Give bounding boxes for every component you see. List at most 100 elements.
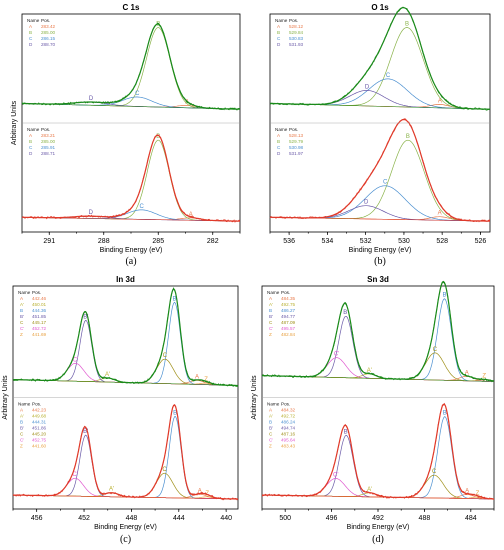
legend-entry-pos: 531.97 (289, 151, 303, 156)
legend-header-pos: Pos. (32, 290, 41, 295)
legend-entry-pos: 528.13 (289, 133, 303, 138)
legend-entry-pos: 494.77 (281, 314, 295, 319)
legend-entry-pos: 486.27 (281, 308, 295, 313)
background-line (12, 494, 239, 500)
x-axis-label: Binding Energy (eV) (100, 247, 163, 254)
x-tick-label: 440 (220, 515, 232, 522)
legend-entry-name: B (20, 308, 23, 313)
legend-entry-name: A (29, 24, 33, 29)
panel-b: O 1s 536 534 532 530 528 526 Binding Energy (eV… (269, 3, 491, 267)
panel-title: In 3d (116, 275, 135, 284)
background-line (21, 103, 241, 110)
peak-label: C (433, 347, 438, 353)
legend-entry-name: C (20, 432, 24, 437)
peak-label: D (365, 84, 370, 90)
panel-letter: (b) (374, 256, 386, 267)
legend-entry-pos: 285.00 (41, 139, 55, 144)
envelope-fit (262, 280, 495, 382)
legend-entry-pos: 492.72 (281, 414, 295, 419)
peak-label: B (406, 134, 410, 140)
legend-header-name: Name (275, 127, 288, 132)
legend-entry-pos: 452.75 (32, 438, 46, 443)
legend-entry-pos: 445.17 (32, 320, 46, 325)
legend-header-pos: Pos. (289, 127, 298, 132)
legend-entry-pos: 441.69 (32, 332, 46, 337)
legend-entry-name: Z (269, 332, 272, 337)
peak-label: C' (72, 472, 77, 478)
x-tick-label: 488 (419, 515, 431, 522)
background-line (12, 379, 239, 386)
legend-entry-name: A (20, 408, 24, 413)
legend-header-pos: Pos. (281, 402, 290, 407)
peak-label: A (198, 488, 202, 494)
legend-entry-name: C (277, 36, 281, 41)
legend-entry-name: Z (20, 332, 23, 337)
legend-entry-name: D (277, 151, 281, 156)
peak-label: A (189, 212, 193, 218)
peak-label: B' (83, 429, 88, 435)
peak-label: B (173, 296, 177, 302)
legend-entry-pos: 531.93 (289, 42, 303, 47)
peak-label: C (162, 467, 167, 473)
legend-header-name: Name (275, 18, 288, 23)
legend-entry-pos: 286.15 (41, 36, 55, 41)
peak-label: A (465, 370, 469, 376)
legend-entry-name: B' (20, 426, 24, 431)
legend-entry-pos: 487.16 (281, 432, 295, 437)
panel-c: In 3d 456 452 448 444 440 Binding Energy (eV) A… (2, 275, 239, 545)
legend-entry-name: D (277, 42, 281, 47)
legend-header-pos: Pos. (281, 290, 290, 295)
x-tick-label: 285 (152, 238, 164, 245)
legend-entry-name: A' (269, 302, 273, 307)
component-curve-B (13, 301, 238, 386)
envelope-fit (261, 403, 494, 500)
legend-entry-pos: 495.57 (281, 326, 295, 331)
raw-spectrum (12, 405, 239, 501)
peak-label: D (89, 210, 94, 216)
legend-entry-name: A (277, 24, 281, 29)
peak-label: C (386, 73, 391, 79)
legend-entry-name: C' (269, 326, 273, 331)
background-line (261, 375, 495, 382)
legend-entry-pos: 530.98 (289, 145, 303, 150)
panel-letter: (d) (372, 534, 384, 545)
legend-entry-pos: 486.24 (281, 420, 295, 425)
legend-entry-pos: 288.71 (41, 151, 55, 156)
x-tick-label: 526 (475, 238, 487, 245)
background-line (269, 103, 491, 110)
legend-entry-pos: 451.85 (32, 314, 46, 319)
background-line (261, 494, 495, 500)
legend-entry-name: C (269, 432, 273, 437)
peak-label: B (443, 411, 447, 417)
legend-entry-pos: 449.68 (32, 414, 46, 419)
peak-label: A (438, 98, 442, 104)
legend-header-name: Name (18, 290, 31, 295)
legend-entry-pos: 444.36 (32, 308, 46, 313)
envelope-fit (22, 134, 240, 222)
legend-entry-name: C (29, 36, 33, 41)
peak-label: A (465, 488, 469, 494)
x-axis-label: Binding Energy (eV) (94, 524, 157, 531)
legend-entry-pos: 492.75 (281, 302, 295, 307)
x-tick-label: 288 (98, 238, 110, 245)
legend-entry-name: D (29, 42, 33, 47)
legend-entry-pos: 494.74 (281, 426, 295, 431)
background-line (269, 217, 491, 222)
legend-entry-name: B (29, 30, 32, 35)
legend-entry-pos: 444.31 (32, 420, 46, 425)
legend-entry-pos: 288.70 (41, 42, 55, 47)
legend-entry-pos: 451.86 (32, 426, 46, 431)
legend-header-name: Name (27, 18, 40, 23)
y-axis-label: Arbitrary Units (251, 375, 258, 420)
peak-label: C' (333, 472, 338, 478)
legend-entry-pos: 450.01 (32, 302, 46, 307)
legend-entry-pos: 528.12 (289, 24, 303, 29)
legend-entry-name: B (277, 139, 280, 144)
legend-entry-name: C' (269, 438, 273, 443)
legend-entry-name: B' (269, 426, 273, 431)
